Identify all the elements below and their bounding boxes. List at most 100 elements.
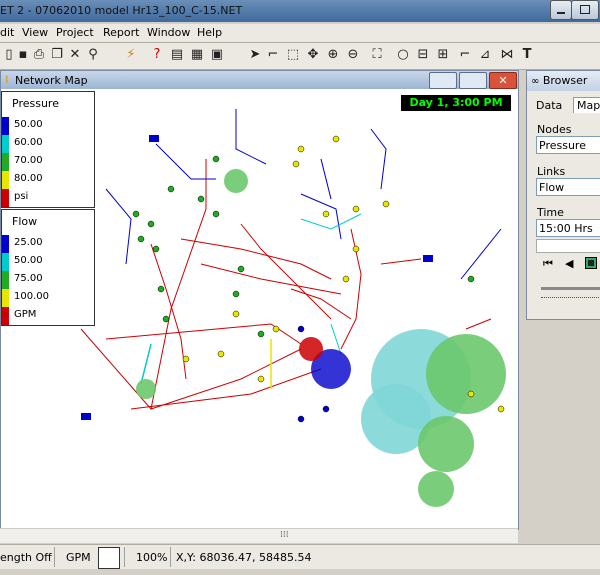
menu-edit[interactable]: dit (0, 26, 15, 39)
status-separator (170, 547, 171, 567)
menu-project[interactable]: Project (56, 26, 94, 39)
zoom-out-icon[interactable]: ⊖ (347, 47, 359, 62)
status-separator (124, 547, 125, 567)
pressure-legend-label: 80.00 (14, 173, 43, 184)
back-button[interactable]: ◀ (565, 257, 574, 270)
network-map-window: ⁞ Network Map ✕ Day 1, 3:00 PM (0, 70, 519, 530)
flow-legend-label: 25.00 (14, 237, 43, 248)
menu-bar: dit View Project Report Window Help (0, 24, 600, 43)
stop-button[interactable] (585, 257, 597, 269)
pressure-legend-label: psi (14, 191, 29, 202)
map-restore-button[interactable] (459, 72, 487, 89)
time-label: Time (537, 206, 564, 219)
junction-nodes (132, 135, 505, 423)
animation-speed-slider[interactable] (541, 287, 600, 290)
label-icon[interactable]: T (522, 47, 532, 62)
scroll-grip-icon: ⁞⁞⁞ (280, 530, 289, 540)
pipe-links (80, 109, 502, 410)
links-select[interactable]: Flow (536, 178, 600, 196)
pressure-legend-label: 70.00 (14, 155, 43, 166)
run-status-icon (98, 547, 120, 569)
tank-icon[interactable]: ⊞ (437, 47, 449, 62)
maximize-button[interactable] (571, 0, 599, 20)
reservoir-icon[interactable]: ⊟ (417, 47, 429, 62)
slider-ticks (541, 297, 600, 301)
pipe-icon[interactable]: ⌐ (459, 47, 471, 62)
flow-legend-label: 100.00 (14, 291, 49, 302)
links-label: Links (537, 165, 566, 178)
pan-icon[interactable]: ✥ (307, 47, 319, 62)
flow-legend-label: GPM (14, 309, 37, 320)
flow-swatch-green (2, 271, 9, 289)
status-length: ength Off (0, 551, 52, 564)
copy-icon[interactable]: ❐ (51, 47, 63, 62)
flow-swatch-red (2, 307, 9, 325)
nodes-label: Nodes (537, 123, 572, 136)
flow-legend-label: 50.00 (14, 255, 43, 266)
flow-legend[interactable]: Flow 25.00 50.00 75.00 100.00 GPM (1, 209, 95, 326)
table-icon[interactable]: ▦ (190, 47, 204, 62)
simulation-time-display: Day 1, 3:00 PM (401, 95, 511, 111)
query-icon[interactable]: ? (153, 47, 161, 62)
select-vertex-icon[interactable]: ⌐ (267, 47, 279, 62)
pressure-legend[interactable]: Pressure 50.00 60.00 70.00 80.00 psi (1, 91, 95, 208)
map-window-title: Network Map (15, 74, 88, 87)
time-scrollbar[interactable] (536, 239, 600, 253)
browser-caption: ∞ Browser (527, 71, 600, 91)
status-zoom: 100% (136, 551, 168, 564)
status-flow-units: GPM (66, 551, 91, 564)
status-separator (54, 547, 55, 567)
flow-swatch-cyan (2, 253, 9, 271)
options-icon[interactable]: ▣ (210, 47, 224, 62)
find-icon[interactable]: ⚲ (88, 47, 98, 62)
select-region-icon[interactable]: ⬚ (286, 47, 300, 62)
run-icon[interactable]: ⚡ (126, 47, 136, 62)
zoom-in-icon[interactable]: ⊕ (327, 47, 339, 62)
status-coordinates: X,Y: 68036.47, 58485.54 (176, 551, 312, 564)
junction-icon[interactable]: ○ (397, 47, 409, 62)
print-icon[interactable]: ⎙ (33, 47, 45, 62)
toolbar: ▯ ▪ ⎙ ❐ ✕ ⚲ ⚡ ? ▤ ▦ ▣ ➤ ⌐ ⬚ ✥ ⊕ ⊖ ⛶ ○ ⊟ … (0, 43, 600, 70)
menu-window[interactable]: Window (147, 26, 191, 39)
reservoirs (81, 135, 433, 420)
pressure-legend-label: 50.00 (14, 119, 43, 130)
rewind-button[interactable]: ⏮ (543, 257, 553, 270)
graph-icon[interactable]: ▤ (170, 47, 184, 62)
map-caption: ⁞ Network Map ✕ (1, 71, 518, 89)
pressure-swatch-yellow (2, 171, 9, 189)
flow-swatch-yellow (2, 289, 9, 307)
pressure-swatch-green (2, 153, 9, 171)
pump-icon[interactable]: ⊿ (479, 47, 491, 62)
network-map-canvas[interactable] (1, 89, 518, 529)
map-window-icon: ⁞ (5, 73, 9, 86)
full-extent-icon[interactable]: ⛶ (372, 47, 382, 62)
menu-report[interactable]: Report (103, 26, 140, 39)
time-select[interactable]: 15:00 Hrs (536, 219, 600, 237)
map-close-button[interactable]: ✕ (489, 72, 517, 89)
menu-help[interactable]: Help (197, 26, 223, 39)
browser-icon: ∞ (531, 76, 540, 87)
tab-map[interactable]: Map (573, 97, 600, 113)
pressure-swatch-blue (2, 117, 9, 135)
flow-legend-label: 75.00 (14, 273, 43, 284)
flow-legend-title: Flow (12, 215, 38, 228)
pressure-legend-title: Pressure (12, 97, 59, 110)
menu-view[interactable]: View (22, 26, 49, 39)
new-file-icon[interactable]: ▯ (5, 47, 13, 62)
valve-icon[interactable]: ⋈ (500, 47, 514, 62)
select-arrow-icon[interactable]: ➤ (249, 47, 261, 62)
save-icon[interactable]: ▪ (18, 47, 28, 62)
map-horizontal-scrollbar[interactable]: ⁞⁞⁞ (0, 528, 518, 543)
title-bar: ET 2 - 07062010 model Hr13_100_C-15.NET (0, 0, 600, 22)
nodes-select[interactable]: Pressure (536, 136, 600, 154)
browser-title: Browser (542, 74, 588, 87)
pressure-swatch-red (2, 189, 9, 207)
delete-icon[interactable]: ✕ (69, 47, 81, 62)
flow-swatch-blue (2, 235, 9, 253)
minimize-button[interactable] (550, 0, 572, 20)
window-title: ET 2 - 07062010 model Hr13_100_C-15.NET (0, 4, 243, 17)
status-bar: ength Off GPM 100% X,Y: 68036.47, 58485.… (0, 544, 600, 569)
dense-node-clusters (136, 169, 506, 507)
map-minimize-button[interactable] (429, 72, 457, 89)
tab-data[interactable]: Data (536, 99, 563, 112)
